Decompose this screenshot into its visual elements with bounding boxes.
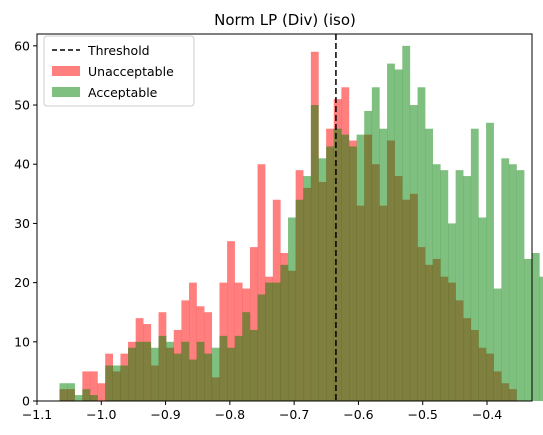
- bar-acceptable: [334, 129, 342, 401]
- bar-acceptable: [433, 164, 441, 401]
- bar-acceptable: [357, 135, 365, 401]
- bar-acceptable: [341, 135, 349, 401]
- bar-acceptable: [349, 146, 357, 401]
- y-tick-label: 50: [14, 98, 30, 113]
- x-tick-label: −1.0: [86, 407, 116, 422]
- bar-acceptable: [227, 348, 235, 401]
- legend-acceptable-label: Acceptable: [88, 85, 158, 100]
- bar-acceptable: [448, 223, 456, 401]
- bar-acceptable: [242, 312, 250, 401]
- legend-unacceptable-swatch: [52, 66, 80, 76]
- bar-acceptable: [204, 354, 212, 401]
- legend: Threshold Unacceptable Acceptable: [44, 36, 194, 106]
- bar-acceptable: [128, 348, 136, 401]
- x-tick-label: −0.8: [215, 407, 245, 422]
- bar-acceptable: [319, 158, 327, 401]
- y-tick-label: 10: [14, 334, 30, 349]
- bar-acceptable: [189, 360, 197, 401]
- bar-acceptable: [75, 395, 83, 401]
- bar-acceptable: [395, 70, 403, 401]
- bar-unacceptable: [98, 383, 106, 401]
- y-tick-label: 0: [22, 394, 30, 409]
- y-tick-label: 60: [14, 38, 30, 53]
- chart-title: Norm LP (Div) (iso): [214, 11, 356, 29]
- bar-acceptable: [463, 176, 471, 401]
- bar-acceptable: [440, 170, 448, 401]
- bar-acceptable: [258, 294, 266, 401]
- bar-acceptable: [166, 342, 174, 401]
- bar-acceptable: [379, 129, 387, 401]
- bar-acceptable: [494, 289, 502, 401]
- bar-acceptable: [517, 170, 525, 401]
- x-tick-label: −0.7: [279, 407, 309, 422]
- bar-acceptable: [143, 342, 151, 401]
- bar-acceptable: [212, 348, 220, 401]
- bar-acceptable: [174, 354, 182, 401]
- bar-acceptable: [181, 342, 189, 401]
- bar-acceptable: [471, 129, 479, 401]
- bar-acceptable: [265, 283, 273, 401]
- bar-acceptable: [197, 342, 205, 401]
- bar-acceptable: [532, 253, 540, 401]
- bar-acceptable: [120, 365, 128, 401]
- bar-acceptable: [159, 336, 167, 401]
- bar-acceptable: [219, 336, 227, 401]
- bar-acceptable: [425, 129, 433, 401]
- bar-acceptable: [524, 259, 532, 401]
- y-tick-label: 40: [14, 157, 30, 172]
- bar-acceptable: [402, 46, 410, 401]
- legend-acceptable-swatch: [52, 87, 80, 97]
- bar-acceptable: [288, 218, 296, 402]
- bar-acceptable: [372, 87, 380, 401]
- bar-acceptable: [486, 123, 494, 401]
- legend-threshold-label: Threshold: [87, 43, 150, 58]
- bar-acceptable: [296, 200, 304, 401]
- y-tick-label: 30: [14, 216, 30, 231]
- y-tick-label: 20: [14, 275, 30, 290]
- bar-acceptable: [387, 64, 395, 401]
- bar-acceptable: [539, 277, 543, 401]
- bar-acceptable: [82, 389, 90, 401]
- bar-acceptable: [280, 265, 288, 401]
- x-tick-label: −1.1: [22, 407, 52, 422]
- bar-acceptable: [136, 342, 144, 401]
- bar-acceptable: [235, 336, 243, 401]
- bar-acceptable: [273, 283, 281, 401]
- bar-acceptable: [250, 330, 258, 401]
- bar-acceptable: [478, 218, 486, 402]
- x-tick-label: −0.9: [150, 407, 180, 422]
- bar-acceptable: [418, 87, 426, 401]
- bar-acceptable: [105, 365, 113, 401]
- x-tick-label: −0.4: [472, 407, 502, 422]
- bar-acceptable: [410, 105, 418, 401]
- bar-acceptable: [311, 105, 319, 401]
- legend-unacceptable-label: Unacceptable: [88, 64, 174, 79]
- bar-acceptable: [60, 383, 68, 401]
- bar-acceptable: [501, 158, 509, 401]
- bar-acceptable: [90, 395, 98, 401]
- bar-acceptable: [509, 164, 517, 401]
- x-tick-label: −0.6: [343, 407, 373, 422]
- bar-acceptable: [326, 146, 334, 401]
- bar-acceptable: [364, 111, 372, 401]
- x-tick-label: −0.5: [408, 407, 438, 422]
- bar-acceptable: [456, 170, 464, 401]
- bar-acceptable: [67, 383, 75, 401]
- bar-acceptable: [151, 348, 159, 401]
- bar-acceptable: [303, 176, 311, 401]
- bar-acceptable: [113, 365, 121, 401]
